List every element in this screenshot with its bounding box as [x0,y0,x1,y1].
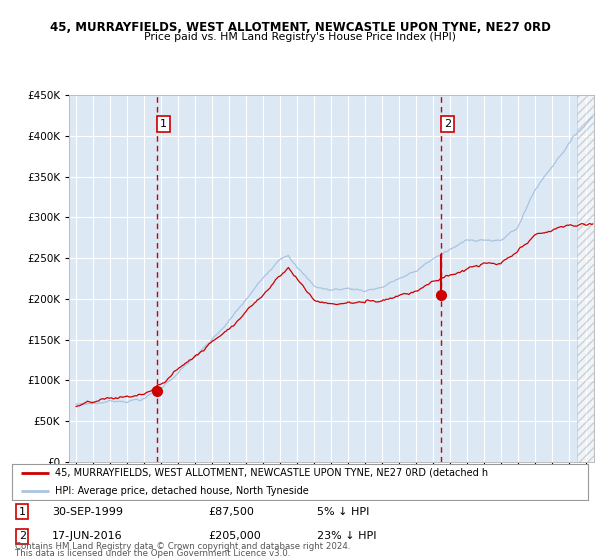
Text: This data is licensed under the Open Government Licence v3.0.: This data is licensed under the Open Gov… [15,549,290,558]
Text: Contains HM Land Registry data © Crown copyright and database right 2024.: Contains HM Land Registry data © Crown c… [15,542,350,551]
Text: 30-SEP-1999: 30-SEP-1999 [52,507,124,517]
Text: 1: 1 [19,507,26,517]
Text: 17-JUN-2016: 17-JUN-2016 [52,531,123,541]
Text: 45, MURRAYFIELDS, WEST ALLOTMENT, NEWCASTLE UPON TYNE, NE27 0RD (detached h: 45, MURRAYFIELDS, WEST ALLOTMENT, NEWCAS… [55,468,488,478]
Text: 45, MURRAYFIELDS, WEST ALLOTMENT, NEWCASTLE UPON TYNE, NE27 0RD: 45, MURRAYFIELDS, WEST ALLOTMENT, NEWCAS… [50,21,550,34]
Text: 2: 2 [444,119,451,129]
Text: 1: 1 [160,119,167,129]
Text: Price paid vs. HM Land Registry's House Price Index (HPI): Price paid vs. HM Land Registry's House … [144,32,456,43]
Text: 23% ↓ HPI: 23% ↓ HPI [317,531,377,541]
Text: 2: 2 [19,531,26,541]
Text: £87,500: £87,500 [208,507,254,517]
Text: HPI: Average price, detached house, North Tyneside: HPI: Average price, detached house, Nort… [55,486,309,496]
Text: 5% ↓ HPI: 5% ↓ HPI [317,507,370,517]
Text: £205,000: £205,000 [208,531,260,541]
Bar [577,95,594,462]
